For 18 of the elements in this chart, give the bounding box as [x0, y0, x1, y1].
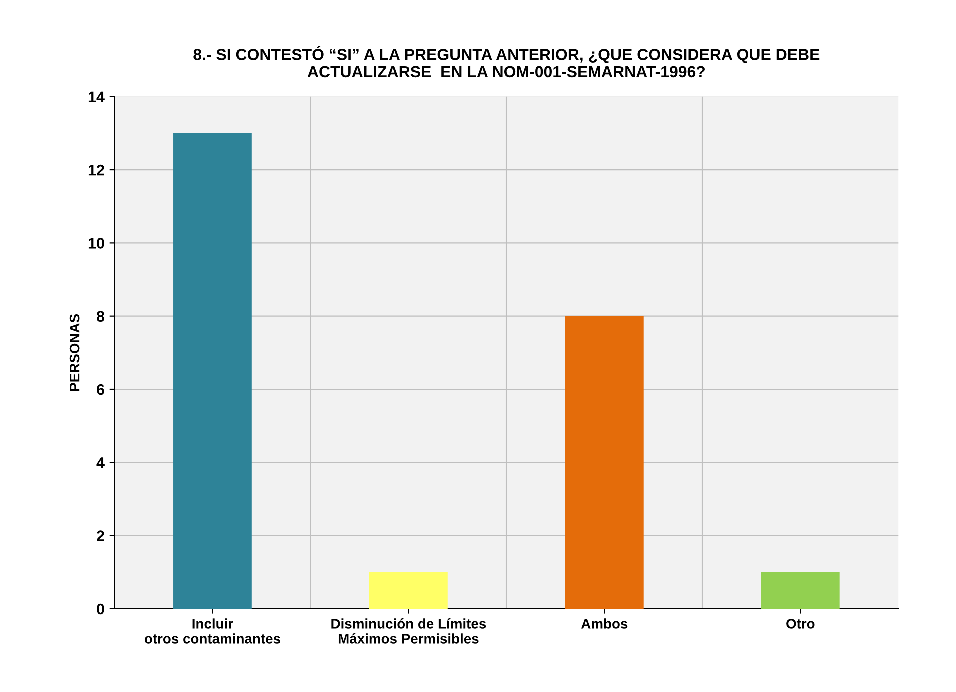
- y-tick-label: 6: [97, 384, 104, 396]
- y-axis-title: PERSONAS: [70, 314, 80, 391]
- y-tick-label: 10: [88, 238, 104, 249]
- x-tick-label: Ambos: [581, 618, 628, 629]
- y-tick-label: 2: [97, 530, 104, 542]
- y-tick-label: 8: [96, 311, 105, 322]
- bar: [174, 133, 252, 609]
- y-tick-label: 14: [88, 92, 105, 102]
- bar: [369, 572, 448, 609]
- y-tick-label: 4: [96, 458, 105, 468]
- x-tick-label: Otro: [786, 619, 815, 629]
- chart-title: 8.- SI CONTESTÓ “SI” A LA PREGUNTA ANTERIOR, ¿QUE CONSIDERA QUE DEBE ACTUALIZARSE EN LA NOM-001-SEMARNAT-1996?: [194, 46, 820, 78]
- y-tick-label: 0: [97, 604, 104, 615]
- x-tick-label: Incluir otros contaminantes: [144, 618, 280, 644]
- y-tick-label: 12: [88, 164, 104, 176]
- bar: [565, 316, 644, 609]
- bar: [761, 572, 840, 609]
- x-tick-label: Disminución de Límites Máximos Permisibles: [332, 618, 486, 644]
